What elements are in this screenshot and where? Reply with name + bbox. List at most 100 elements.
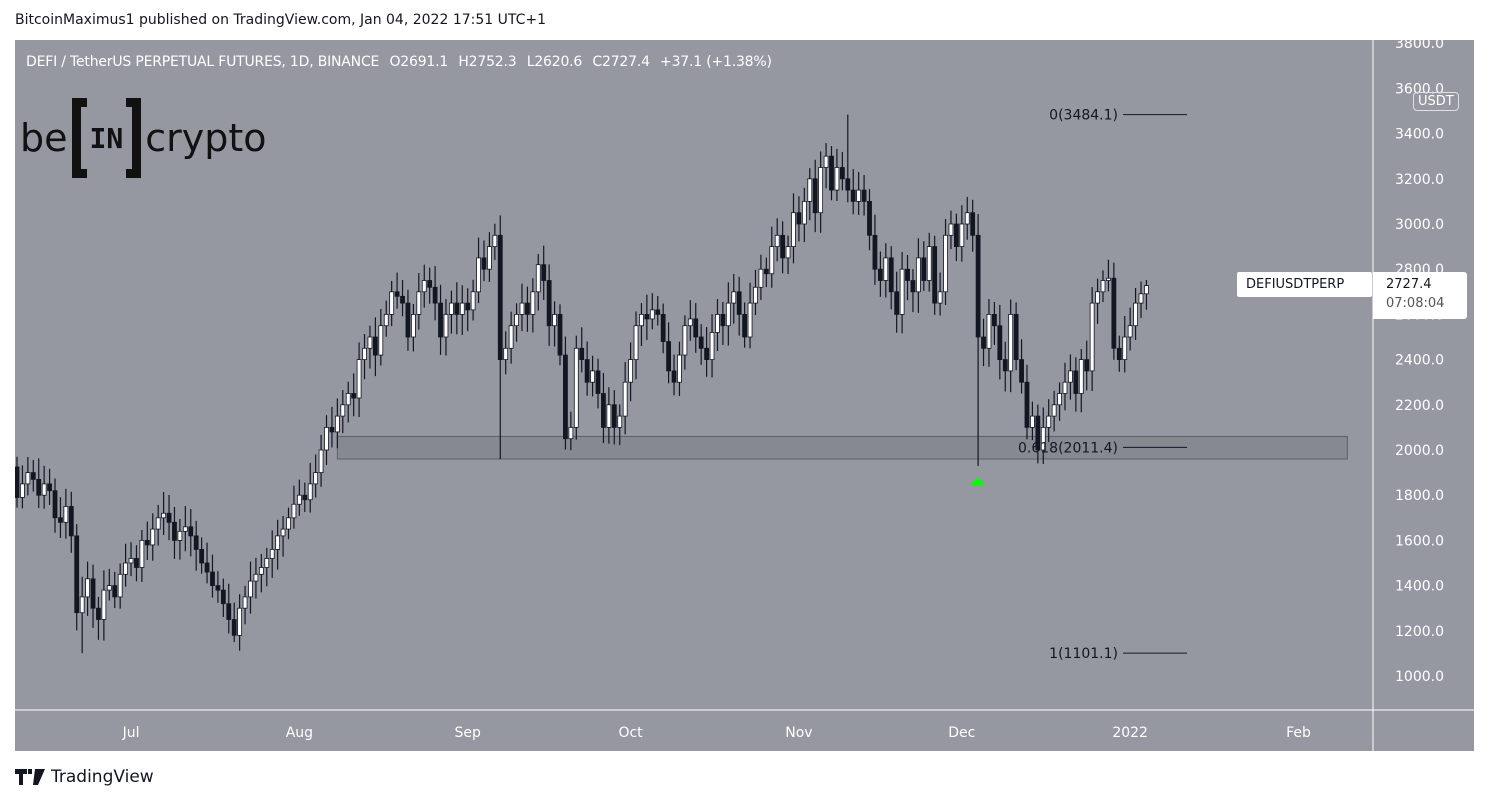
price-tick-label: 1000.0 bbox=[1395, 669, 1444, 685]
candle-body bbox=[1144, 285, 1149, 295]
candle-body bbox=[172, 521, 177, 541]
candle-body bbox=[1133, 302, 1138, 327]
candle-body bbox=[313, 472, 319, 485]
candle-body bbox=[704, 347, 710, 360]
candle-body bbox=[926, 246, 932, 281]
candle-body bbox=[671, 370, 677, 383]
candle-body bbox=[992, 313, 997, 327]
candle-body bbox=[622, 381, 628, 417]
candle-body bbox=[68, 506, 74, 537]
candle-body bbox=[1024, 381, 1030, 428]
candle-body bbox=[432, 286, 438, 304]
candle-body bbox=[345, 393, 351, 406]
candle-body bbox=[1040, 426, 1046, 451]
price-tick-label: 3600.0 bbox=[1395, 81, 1444, 97]
candle-body bbox=[220, 589, 226, 605]
candlestick-chart[interactable]: 0(3484.1) 0.618(2011.4) 1(1101.1) 1000.0 120… bbox=[15, 40, 1474, 751]
candle-body bbox=[128, 558, 134, 564]
candle-body bbox=[117, 573, 123, 598]
time-tick-label: Feb bbox=[1286, 725, 1311, 741]
candle-body bbox=[1068, 370, 1073, 383]
candle-body bbox=[1095, 291, 1100, 304]
candle-body bbox=[981, 336, 986, 349]
candle-body bbox=[915, 257, 921, 293]
price-tick-label: 3800.0 bbox=[1395, 40, 1444, 52]
candle-body bbox=[563, 354, 568, 440]
candle-body bbox=[340, 404, 346, 417]
currency-unit-badge[interactable]: USDT bbox=[1413, 92, 1459, 111]
candle-body bbox=[258, 567, 264, 575]
candle-body bbox=[758, 268, 764, 288]
candle-body bbox=[568, 426, 574, 440]
candle-body bbox=[210, 571, 215, 586]
candle-body bbox=[834, 167, 840, 191]
candle-body bbox=[476, 257, 481, 293]
candle-body bbox=[421, 280, 427, 293]
candle-body bbox=[90, 578, 96, 609]
candle-body bbox=[1035, 415, 1041, 451]
candle-body bbox=[52, 490, 58, 519]
candle-body bbox=[899, 268, 905, 315]
candle-body bbox=[905, 268, 910, 281]
candle-body bbox=[628, 359, 633, 383]
logo-text-crypto: crypto bbox=[145, 116, 267, 160]
symbol-price-label: DEFIUSDTPERP bbox=[1237, 272, 1372, 297]
logo-text-be: be bbox=[20, 116, 68, 160]
candle-body bbox=[666, 341, 671, 372]
candle-body bbox=[959, 223, 965, 248]
candle-body bbox=[465, 302, 471, 311]
candle-body bbox=[943, 234, 948, 293]
candle-body bbox=[58, 517, 63, 523]
candle-body bbox=[15, 466, 20, 498]
candle-body bbox=[829, 155, 834, 191]
up-arrow-icon bbox=[970, 477, 987, 486]
candle-body bbox=[883, 257, 889, 281]
candle-body bbox=[96, 607, 101, 620]
candle-body bbox=[1019, 359, 1024, 383]
candle-body bbox=[872, 234, 878, 270]
candle-body bbox=[709, 332, 715, 361]
candle-body bbox=[231, 619, 237, 636]
candle-body bbox=[519, 302, 525, 315]
candle-body bbox=[763, 268, 769, 275]
chart-panel[interactable]: 0(3484.1) 0.618(2011.4) 1(1101.1) 1000.0 120… bbox=[15, 40, 1474, 751]
candle-body bbox=[41, 483, 47, 496]
candle-body bbox=[123, 562, 128, 575]
candle-body bbox=[1051, 404, 1057, 417]
candle-body bbox=[25, 472, 31, 485]
low-value: 2620.6 bbox=[534, 54, 583, 70]
candle-body bbox=[1057, 393, 1062, 406]
candle-body bbox=[74, 535, 80, 614]
candle-body bbox=[796, 212, 802, 225]
candle-body bbox=[1030, 415, 1035, 428]
candle-body bbox=[910, 280, 916, 293]
candle-body bbox=[525, 302, 530, 315]
candle-body bbox=[378, 325, 384, 356]
candle-body bbox=[1062, 381, 1068, 394]
candle-body bbox=[812, 178, 818, 214]
candle-body bbox=[291, 503, 297, 519]
tradingview-brand: TradingView bbox=[51, 767, 154, 787]
candle-body bbox=[296, 494, 302, 505]
candle-body bbox=[997, 325, 1003, 361]
candle-body bbox=[736, 291, 742, 315]
candle-body bbox=[660, 313, 666, 342]
time-tick-label: Dec bbox=[948, 725, 975, 741]
candle-body bbox=[20, 483, 25, 498]
candle-body bbox=[63, 506, 69, 523]
candle-body bbox=[334, 415, 340, 433]
candle-body bbox=[682, 325, 688, 356]
candle-body bbox=[579, 347, 585, 360]
candle-body bbox=[237, 607, 243, 636]
candle-body bbox=[693, 318, 699, 338]
support-zone[interactable] bbox=[336, 435, 1348, 460]
price-tick-label: 1400.0 bbox=[1395, 579, 1444, 595]
tradingview-logo[interactable]: TradingView bbox=[15, 767, 154, 787]
candle-body bbox=[774, 234, 780, 248]
candle-body bbox=[248, 580, 253, 598]
candle-body bbox=[1127, 325, 1133, 338]
candle-body bbox=[1100, 280, 1106, 293]
candle-body bbox=[410, 313, 416, 338]
candle-body bbox=[720, 313, 726, 327]
candle-body bbox=[839, 167, 845, 180]
